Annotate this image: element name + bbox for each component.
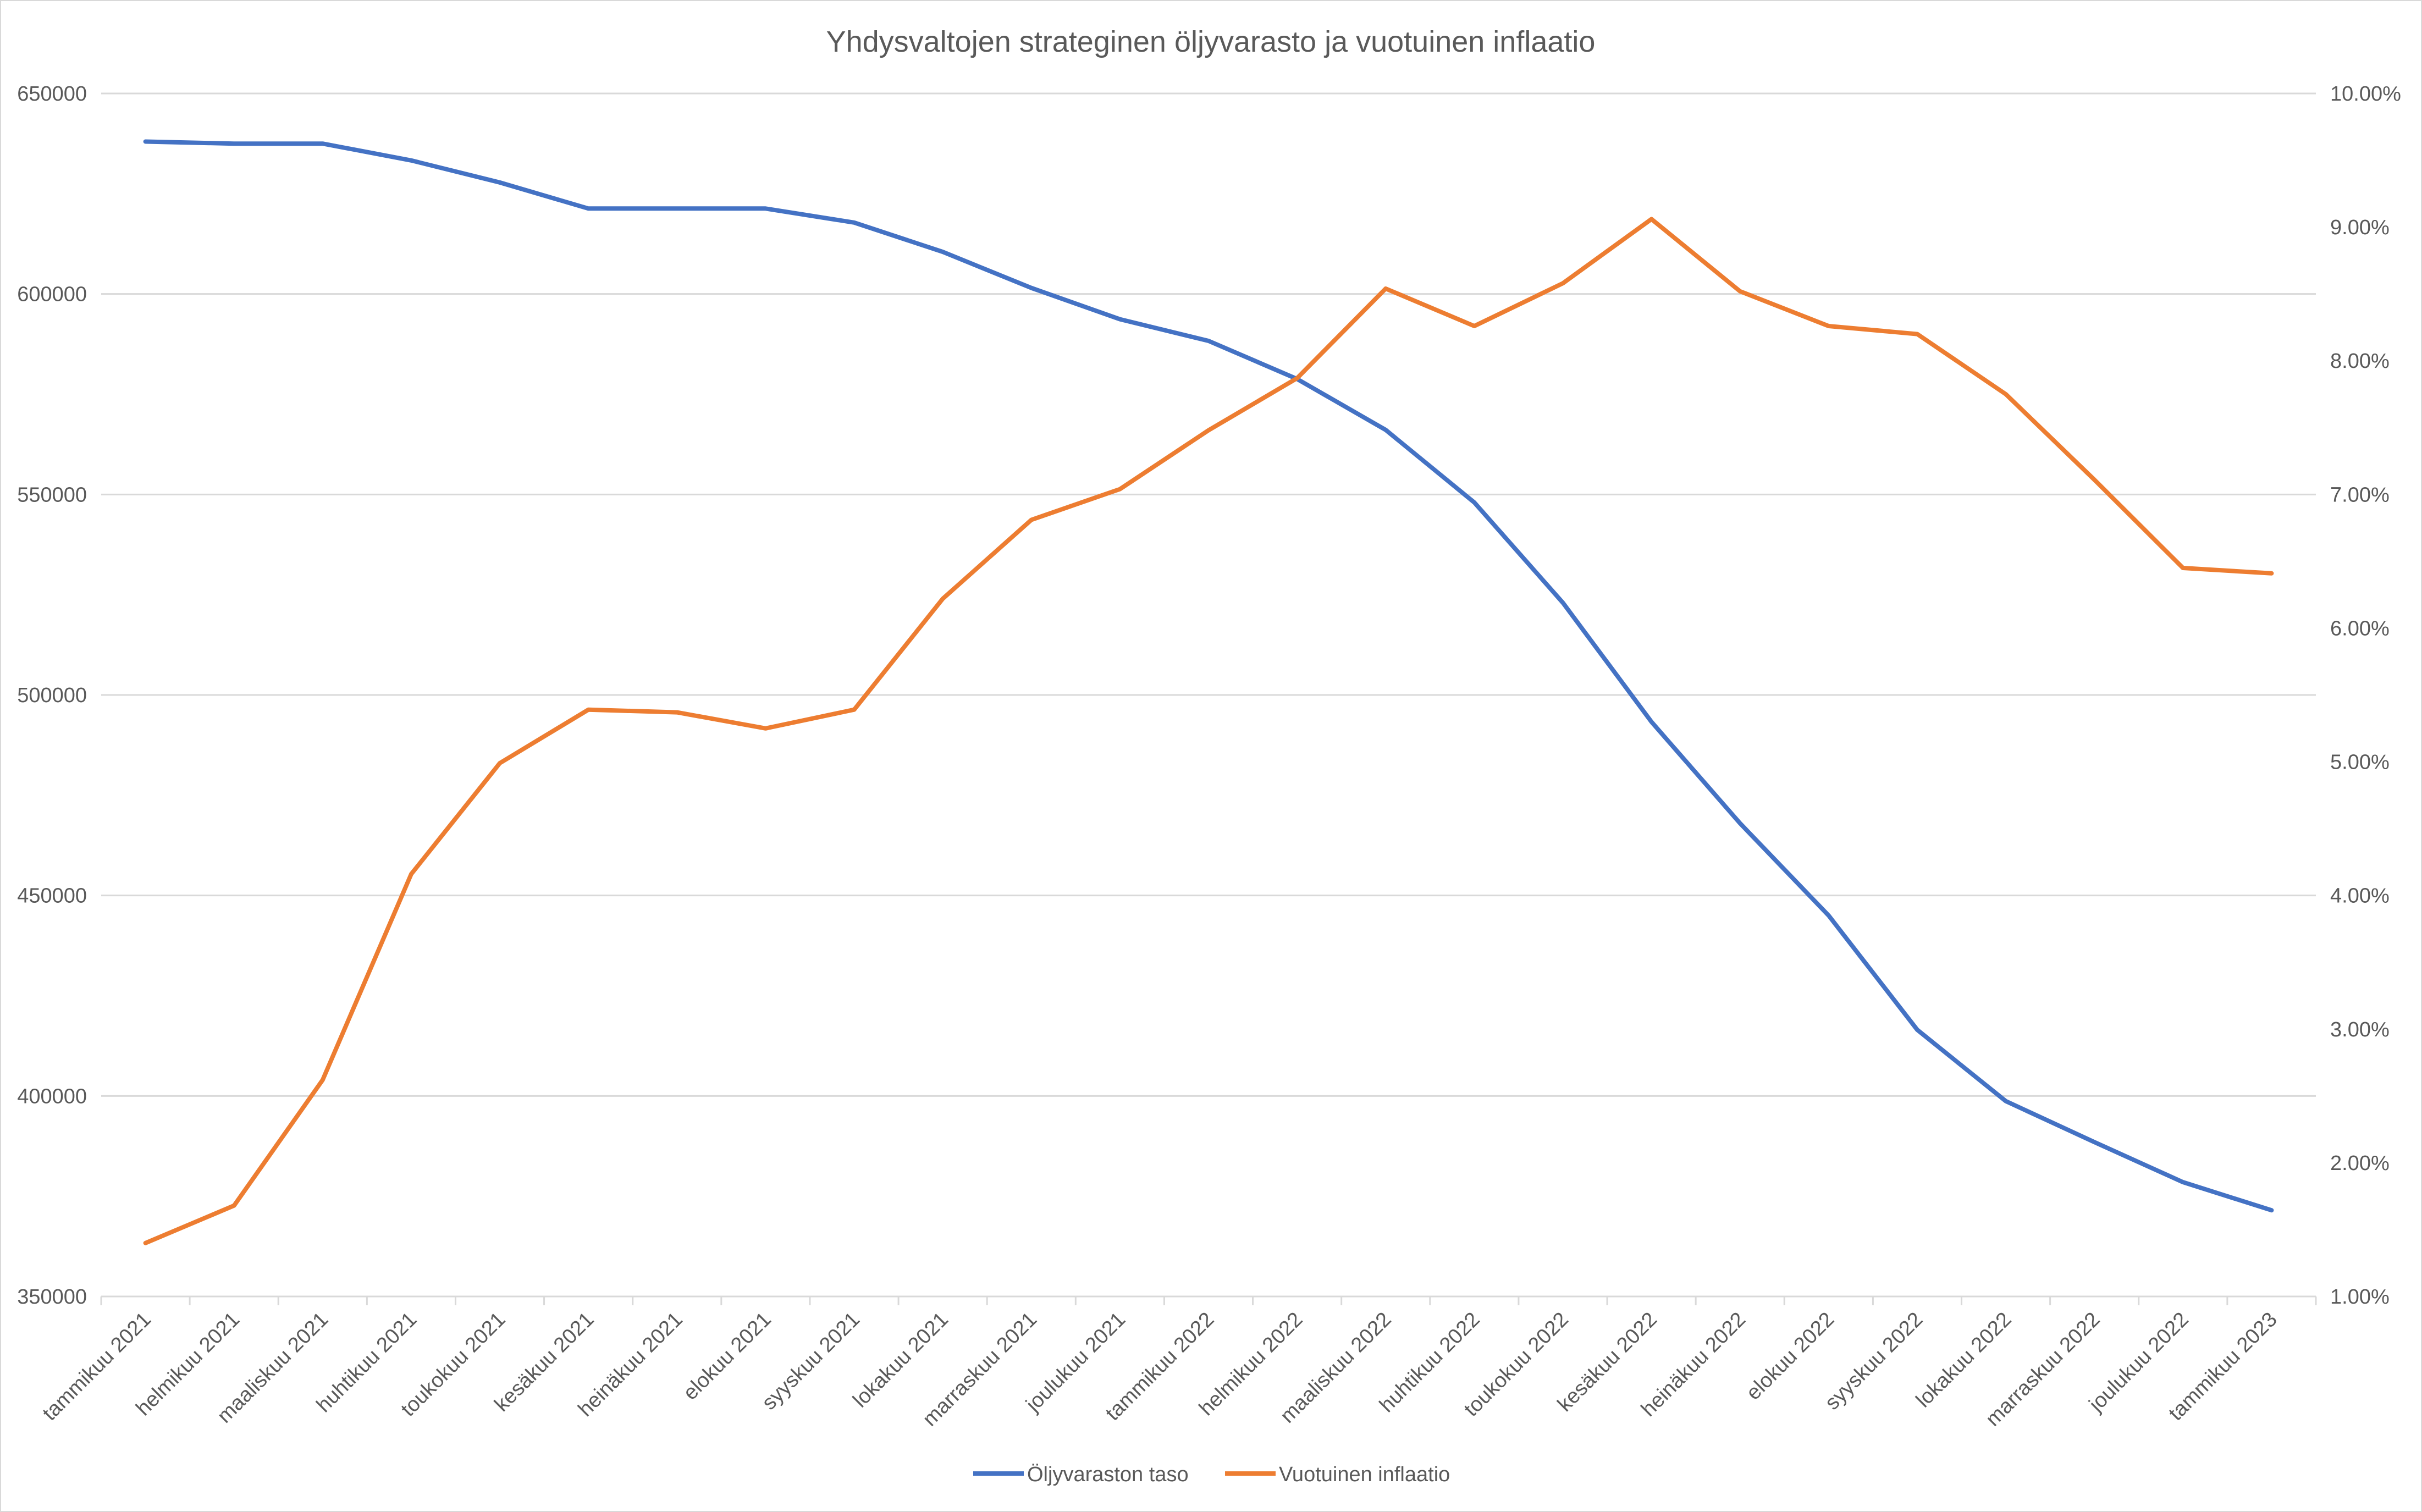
left-tick-label: 600000 [17, 283, 87, 306]
right-tick-label: 9.00% [2330, 216, 2390, 239]
right-tick-label: 5.00% [2330, 751, 2390, 774]
right-axis: 1.00% 2.00% 3.00% 4.00% 5.00% 6.00% 7.00% 8.00%… [2330, 82, 2401, 1309]
right-tick-label: 1.00% [2330, 1285, 2390, 1309]
left-tick-label: 400000 [17, 1085, 87, 1108]
right-tick-label: 10.00% [2330, 82, 2401, 106]
right-tick-label: 7.00% [2330, 483, 2390, 506]
right-tick-label: 4.00% [2330, 885, 2390, 908]
series-line-oil-reserve [143, 139, 2274, 1213]
left-tick-label: 650000 [17, 82, 87, 106]
series-line-inflation [143, 217, 2274, 1245]
right-tick-label: 2.00% [2330, 1152, 2390, 1175]
right-tick-label: 3.00% [2330, 1018, 2390, 1041]
x-tick-label: elokuu 2021 [679, 1308, 776, 1405]
right-tick-label: 8.00% [2330, 350, 2390, 373]
x-tick-label: elokuu 2022 [1742, 1308, 1839, 1405]
legend-label-oil: Öljyvaraston taso [1027, 1463, 1189, 1486]
legend: Öljyvaraston taso Vuotuinen inflaatio [973, 1463, 1450, 1486]
left-tick-label: 550000 [17, 483, 87, 506]
gridlines [101, 92, 2316, 1298]
right-tick-label: 6.00% [2330, 617, 2390, 640]
series-layer [143, 139, 2274, 1245]
left-tick-label: 450000 [17, 885, 87, 908]
left-tick-label: 350000 [17, 1285, 87, 1309]
chart-title: Yhdysvaltojen strateginen öljyvarasto ja… [826, 25, 1596, 58]
left-axis: 350000 400000 450000 500000 550000 600000 6500… [17, 82, 87, 1309]
left-tick-label: 500000 [17, 684, 87, 707]
legend-label-inflation: Vuotuinen inflaatio [1279, 1463, 1450, 1486]
